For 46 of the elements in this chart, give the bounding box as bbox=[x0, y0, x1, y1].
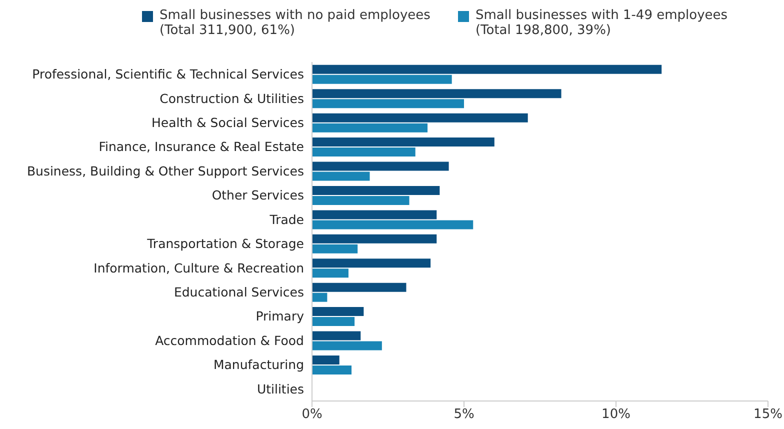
bar bbox=[312, 355, 340, 364]
legend-label: Small businesses with 1-49 employees (Total 198,800, 39%) bbox=[475, 8, 728, 38]
bar bbox=[312, 138, 494, 147]
y-tick-label: Manufacturing bbox=[213, 357, 304, 372]
bar bbox=[312, 331, 361, 340]
x-tick-label: 10% bbox=[602, 407, 630, 422]
y-tick-label: Utilities bbox=[256, 381, 304, 396]
y-tick-label: Trade bbox=[268, 212, 304, 227]
y-tick-label: Finance, Insurance & Real Estate bbox=[98, 139, 304, 154]
bar bbox=[312, 317, 355, 326]
bar bbox=[312, 307, 364, 316]
bar bbox=[312, 210, 437, 220]
y-tick-label: Accommodation & Food bbox=[155, 332, 304, 348]
bar bbox=[312, 113, 528, 122]
y-tick-label: Other Services bbox=[212, 188, 304, 203]
y-tick-label: Transportation & Storage bbox=[146, 236, 304, 252]
y-tick-label: Construction & Utilities bbox=[160, 90, 304, 106]
bar bbox=[312, 196, 410, 205]
bar bbox=[312, 234, 437, 244]
y-tick-label: Primary bbox=[256, 308, 305, 324]
bar bbox=[312, 268, 348, 278]
bar bbox=[312, 89, 562, 98]
bar bbox=[312, 172, 370, 181]
y-tick-label: Business, Building & Other Support Services bbox=[26, 163, 304, 178]
x-tick-label: 5% bbox=[454, 407, 474, 422]
bar bbox=[312, 258, 431, 268]
x-tick-label: 0% bbox=[302, 407, 322, 422]
bar bbox=[312, 365, 352, 374]
x-tick-label: 15% bbox=[754, 407, 782, 422]
bar bbox=[312, 292, 328, 302]
bar bbox=[312, 220, 474, 230]
bar bbox=[312, 148, 416, 157]
bar bbox=[312, 74, 452, 84]
y-tick-label: Professional, Scientific & Technical Services bbox=[32, 66, 304, 82]
bar bbox=[312, 282, 406, 292]
bar bbox=[312, 341, 382, 350]
bar bbox=[312, 99, 464, 108]
y-tick-label: Health & Social Services bbox=[152, 114, 304, 130]
bar bbox=[312, 123, 428, 132]
bar bbox=[312, 244, 358, 254]
bar bbox=[312, 64, 662, 74]
bar bbox=[312, 162, 449, 171]
bar bbox=[312, 186, 440, 195]
y-tick-label: Educational Services bbox=[174, 284, 304, 300]
y-tick-label: Information, Culture & Recreation bbox=[94, 260, 304, 276]
legend-label: Small businesses with no paid employees (Total 311,900, 61%) bbox=[159, 8, 430, 38]
